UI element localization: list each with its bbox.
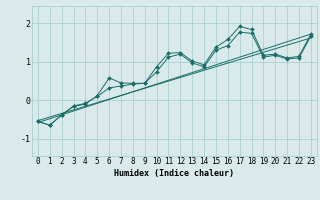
- X-axis label: Humidex (Indice chaleur): Humidex (Indice chaleur): [115, 169, 234, 178]
